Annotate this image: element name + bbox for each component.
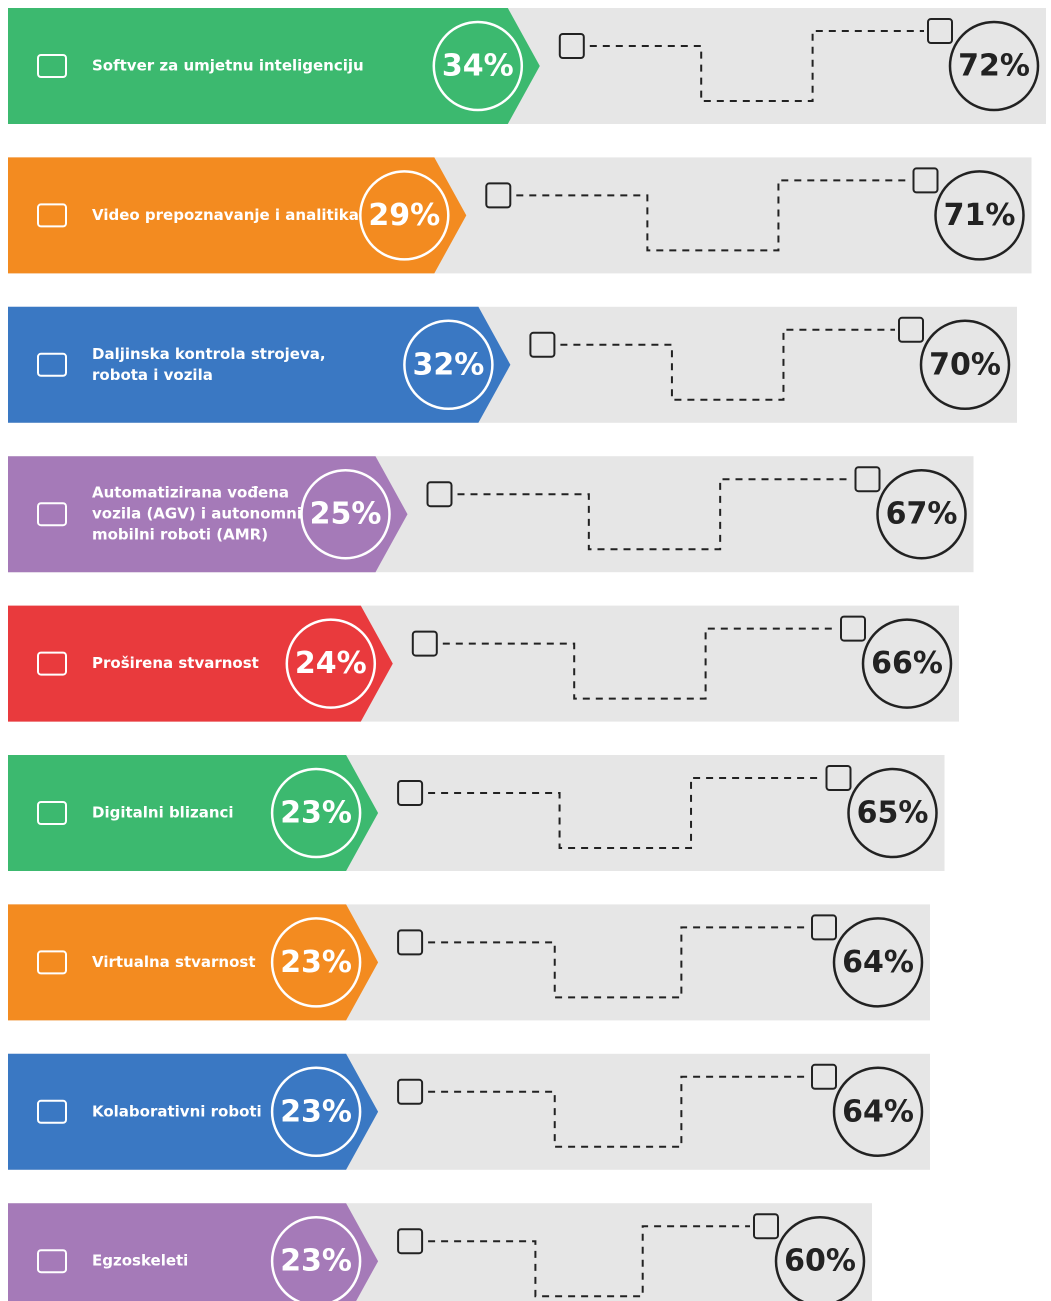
- value-label-2: 72%: [958, 49, 1030, 84]
- icon: [37, 651, 67, 676]
- category-label: robota i vozila: [92, 366, 213, 384]
- value-circle: [432, 20, 524, 112]
- value-circle-2: [934, 170, 1025, 261]
- value-circle: [403, 319, 494, 411]
- value-label: 34%: [442, 49, 514, 84]
- category-label: Daljinska kontrola strojeva,: [92, 345, 326, 363]
- value-label-2: 65%: [857, 796, 929, 831]
- path-icon: [811, 914, 837, 941]
- icon: [37, 1099, 67, 1124]
- path-icon: [912, 167, 939, 194]
- path-icon: [840, 615, 866, 642]
- path-icon: [397, 929, 424, 956]
- category-label: Kolaborativni roboti: [92, 1102, 262, 1120]
- path-icon: [558, 33, 585, 59]
- value-circle: [300, 468, 391, 560]
- icon: [37, 203, 67, 228]
- value-circle: [270, 1066, 362, 1158]
- category-label: Digitalni blizanci: [92, 804, 234, 822]
- colored-bar: [8, 157, 467, 274]
- path-icon: [426, 481, 453, 508]
- value-label: 23%: [280, 1094, 352, 1129]
- value-label-2: 64%: [842, 1094, 914, 1129]
- path-icon: [397, 1078, 424, 1105]
- dashed-path: [560, 328, 895, 401]
- value-label: 23%: [280, 1244, 352, 1279]
- dashed-path: [516, 179, 910, 252]
- path-icon: [753, 1213, 779, 1240]
- category-label: Virtualna stvarnost: [92, 953, 256, 971]
- category-label: vozila (AGV) i autonomni: [92, 505, 302, 523]
- value-circle: [359, 170, 450, 261]
- value-label-2: 71%: [944, 198, 1016, 233]
- value-circle-2: [876, 468, 967, 560]
- path-icon: [898, 316, 924, 343]
- icon: [37, 352, 67, 377]
- value-label: 29%: [368, 198, 440, 233]
- category-label: mobilni roboti (AMR): [92, 526, 268, 544]
- path-icon: [397, 1228, 424, 1255]
- path-icon: [811, 1063, 837, 1090]
- icon: [37, 502, 67, 527]
- icon: [37, 801, 67, 825]
- path-icon: [397, 780, 424, 806]
- category-label: Video prepoznavanje i analitika: [92, 206, 359, 224]
- path-icon: [825, 765, 852, 791]
- value-label: 32%: [412, 347, 484, 382]
- icon: [37, 54, 67, 78]
- value-label: 25%: [310, 497, 382, 532]
- colored-bar: [8, 456, 408, 573]
- icon: [37, 950, 67, 975]
- path-icon: [411, 630, 438, 657]
- value-label-2: 60%: [784, 1244, 856, 1279]
- value-circle: [270, 767, 362, 859]
- dashed-path: [428, 926, 808, 999]
- value-label-2: 64%: [842, 945, 914, 980]
- value-circle: [270, 917, 362, 1008]
- icon: [37, 1249, 67, 1274]
- category-label: Egzoskeleti: [92, 1252, 188, 1270]
- value-circle-2: [832, 1066, 924, 1158]
- dashed-path: [428, 1225, 750, 1298]
- value-label-2: 67%: [886, 497, 958, 532]
- value-label: 24%: [295, 646, 367, 681]
- value-label-2: 70%: [929, 347, 1001, 382]
- value-label-2: 66%: [871, 646, 943, 681]
- dashed-path: [442, 627, 837, 700]
- colored-bar: [8, 306, 511, 423]
- value-circle: [270, 1215, 362, 1301]
- path-icon: [854, 466, 881, 493]
- value-circle-2: [919, 319, 1011, 411]
- dashed-path: [428, 1075, 808, 1148]
- path-icon: [927, 18, 953, 44]
- value-label: 23%: [280, 945, 352, 980]
- value-circle-2: [861, 618, 953, 709]
- value-circle: [285, 618, 377, 709]
- value-circle-2: [948, 20, 1040, 112]
- dashed-path: [457, 478, 852, 551]
- colored-bar: [8, 8, 540, 124]
- path-icon: [485, 182, 512, 209]
- value-circle-2: [847, 767, 938, 859]
- path-icon: [529, 331, 556, 358]
- value-circle-2: [774, 1215, 866, 1301]
- dashed-path: [589, 30, 924, 102]
- category-label: Automatizirana vođena: [92, 484, 289, 502]
- dashed-path: [428, 777, 823, 849]
- value-circle-2: [832, 917, 924, 1008]
- category-label: Proširena stvarnost: [92, 654, 259, 672]
- category-label: Softver za umjetnu inteligenciju: [92, 57, 364, 75]
- value-label: 23%: [280, 796, 352, 831]
